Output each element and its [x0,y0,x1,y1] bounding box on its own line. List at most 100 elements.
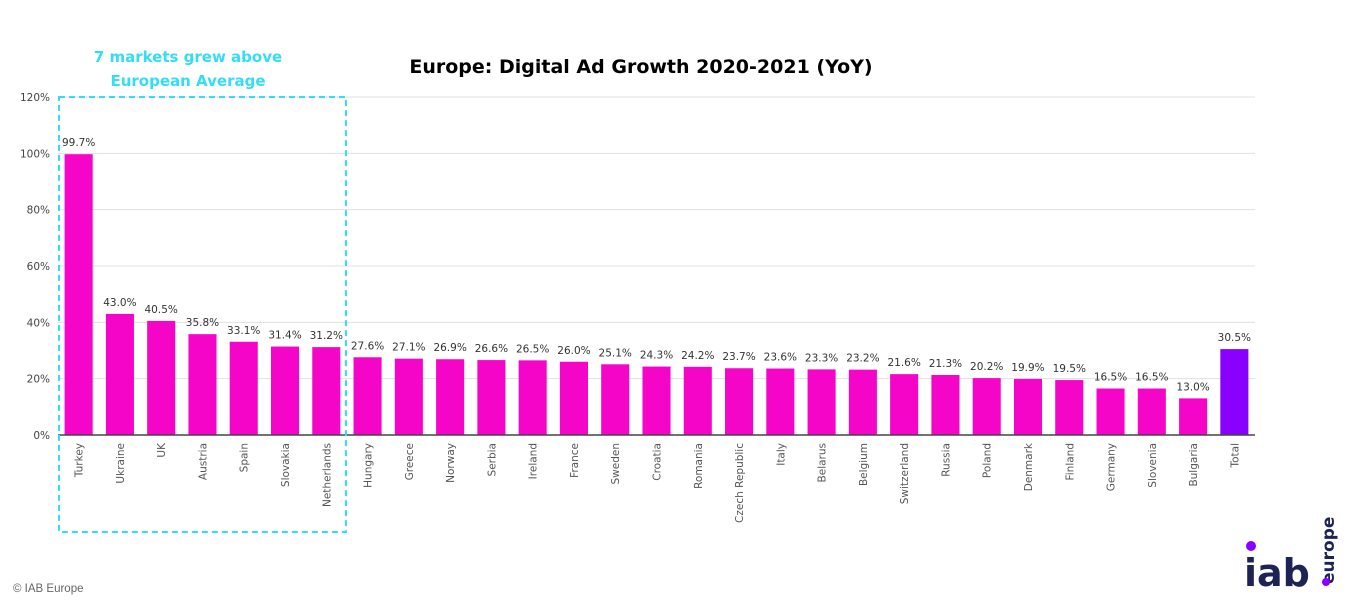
bar-croatia [642,366,671,435]
bars [64,154,1249,435]
data-label: 21.6% [887,357,920,369]
y-tick-label: 120% [20,92,50,104]
data-label: 16.5% [1135,372,1168,384]
logo-sub-text: europe [1319,517,1339,584]
data-label: 35.8% [186,317,219,329]
bar-poland [972,378,1001,435]
y-tick-label: 20% [27,374,50,386]
bar-hungary [353,357,382,435]
bar-finland [1055,380,1084,435]
data-label: 21.3% [929,358,962,370]
data-label: 26.5% [516,343,549,355]
x-tick-label: Russia [940,443,952,477]
bar-belarus [807,369,836,435]
bar-czech-republic [725,368,754,435]
x-tick-label: Austria [197,443,209,480]
x-tick-label: Ireland [528,443,540,479]
x-tick-label: Total [1229,443,1241,469]
data-label: 30.5% [1218,332,1251,344]
bar-bulgaria [1179,398,1208,435]
x-tick-label: Netherlands [321,443,333,507]
bar-slovakia [270,346,300,435]
bar-belgium [848,369,877,435]
bar-italy [766,368,795,435]
y-tick-label: 80% [27,205,50,217]
data-label: 33.1% [227,325,260,337]
chart-title: Europe: Digital Ad Growth 2020-2021 (YoY… [409,56,872,78]
iab-europe-logo: iab europe [1242,506,1342,598]
bar-switzerland [890,374,919,435]
bar-serbia [477,360,506,435]
callout-box [58,96,347,533]
x-tick-label: Hungary [363,443,375,488]
x-tick-label: Switzerland [899,443,911,504]
x-tick-label: Slovenia [1147,443,1159,488]
bar-sweden [601,364,630,435]
x-tick-label: Belarus [817,443,829,482]
x-tick-label: Ukraine [115,443,127,484]
bar-slovenia [1137,388,1166,435]
x-tick-label: Czech Republic [734,443,746,523]
gridlines [58,96,1255,380]
bar-spain [229,341,258,435]
logo-icon: iab europe [1244,517,1339,595]
copyright-text: © IAB Europe [13,583,84,595]
data-label: 26.6% [475,343,508,355]
x-tick-label: Finland [1064,443,1076,481]
data-label: 23.2% [846,353,879,365]
data-label: 23.7% [722,351,755,363]
bar-total [1220,349,1249,435]
data-label: 40.5% [145,304,178,316]
data-label: 19.5% [1053,363,1086,375]
x-tick-label: Sweden [610,443,622,485]
bar-turkey [64,154,93,435]
x-tick-label: Romania [693,443,705,489]
y-axis-ticks: 0% 20% 40% 60% 80% 100% 120% [20,92,50,442]
x-tick-label: Norway [445,443,457,483]
x-axis-ticks: Turkey Ukraine UK Austria Spain Slovakia Nethe… [74,442,1242,523]
data-label: 31.2% [310,330,343,342]
callout-line-1: 7 markets grew above [94,48,282,66]
bar-norway [436,359,465,435]
data-label: 27.1% [392,342,425,354]
callout-line-2: European Average [110,72,265,90]
x-tick-label: Slovakia [280,443,292,487]
x-tick-label: Germany [1106,443,1118,491]
data-label: 13.0% [1176,381,1209,393]
data-labels: 99.7% 43.0% 40.5% 35.8% 33.1% 31.4% 31.2% 27.6%… [62,137,1251,393]
data-label: 20.2% [970,361,1003,373]
x-tick-label: Belgium [858,443,870,486]
x-tick-label: Serbia [486,443,498,476]
data-label: 23.6% [764,352,797,364]
x-tick-label: Italy [775,443,787,466]
data-label: 16.5% [1094,372,1127,384]
x-tick-label: Croatia [652,443,664,481]
y-tick-label: 40% [27,317,50,329]
bar-france [559,361,588,435]
data-label: 99.7% [62,137,95,149]
data-label: 24.2% [681,350,714,362]
data-label: 43.0% [103,297,136,309]
bar-uk [147,320,176,435]
x-tick-label: Turkey [74,443,86,478]
y-tick-label: 100% [20,148,50,160]
x-tick-label: Greece [404,443,416,480]
y-tick-label: 60% [27,261,50,273]
bar-ireland [518,360,547,435]
bar-russia [931,375,960,435]
x-tick-label: France [569,443,581,478]
x-tick-label: Denmark [1023,442,1035,491]
bar-romania [683,366,712,435]
data-label: 19.9% [1011,362,1044,374]
data-label: 26.0% [557,345,590,357]
data-label: 31.4% [268,330,301,342]
x-tick-label: UK [156,442,168,458]
data-label: 24.3% [640,350,673,362]
data-label: 25.1% [599,347,632,359]
bar-ukraine [105,313,134,435]
bar-austria [188,334,217,435]
x-tick-label: Poland [982,443,994,478]
data-label: 27.6% [351,340,384,352]
x-tick-label: Spain [239,443,251,472]
